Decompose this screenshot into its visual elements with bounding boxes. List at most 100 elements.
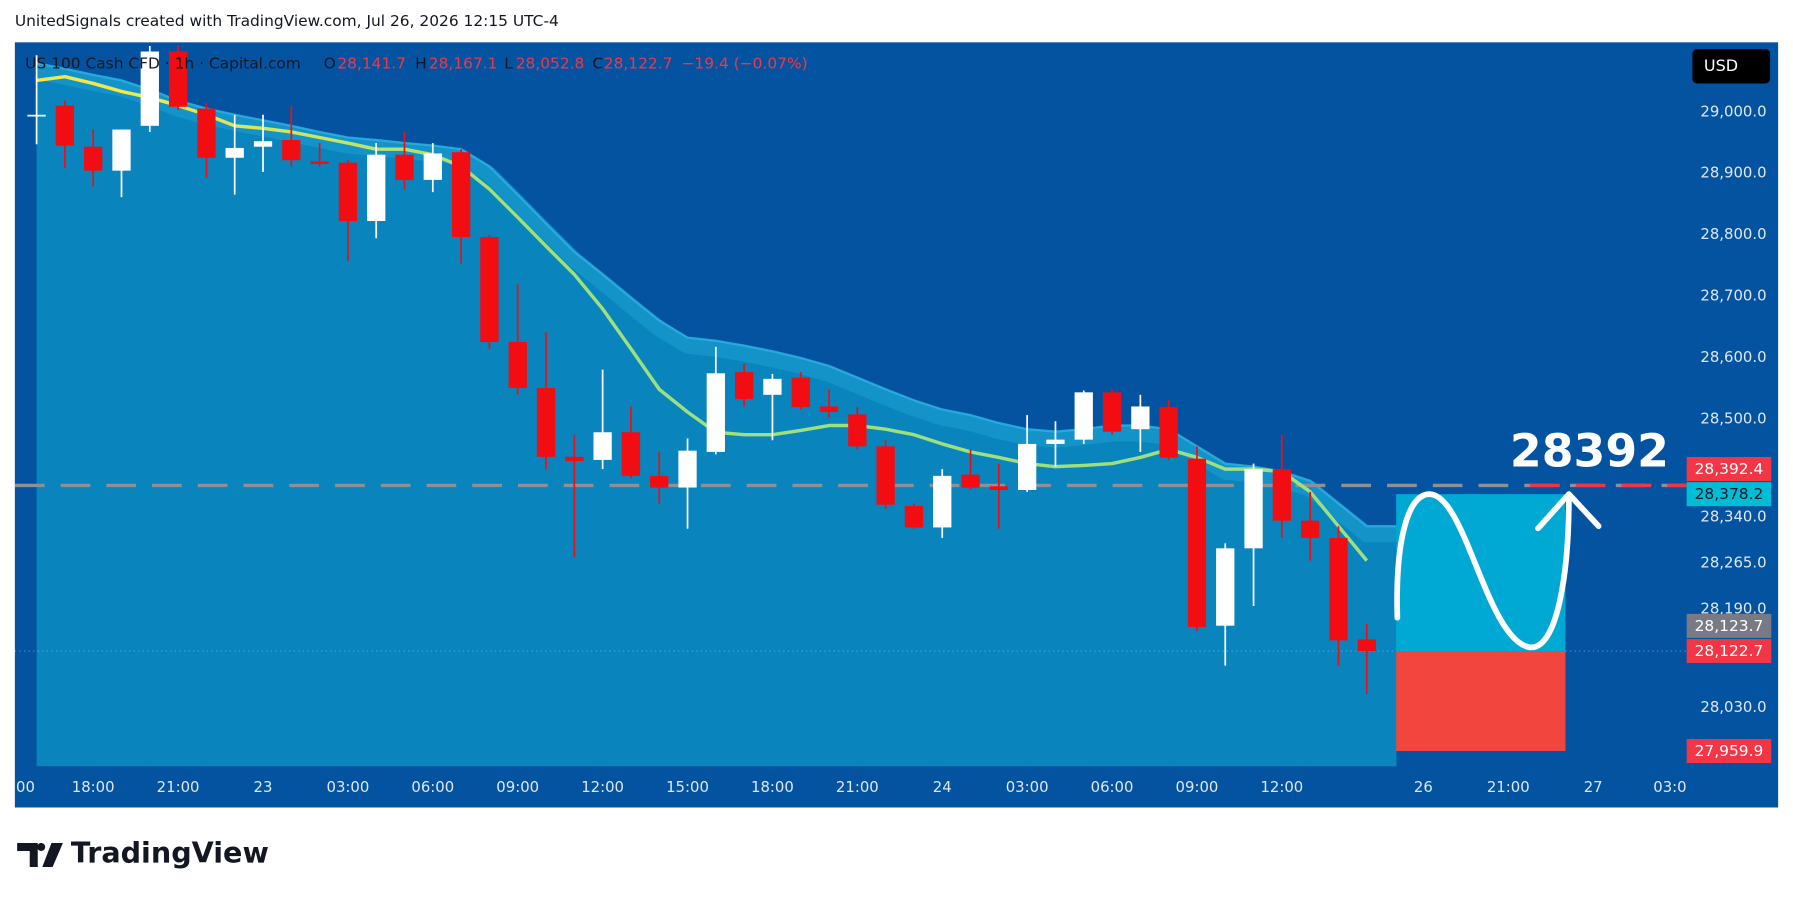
candle-body	[819, 406, 839, 412]
y-tick-label: 28,600.0	[1700, 348, 1766, 366]
candle-body	[1216, 548, 1235, 626]
candle-body	[423, 153, 442, 180]
x-tick-label: 09:00	[1176, 778, 1219, 796]
x-tick-label: 09:00	[496, 778, 539, 796]
logo-text: TradingView	[71, 835, 269, 869]
legend-value: 28,052.8	[516, 55, 585, 73]
legend-key: O	[324, 55, 336, 73]
candle-body	[310, 161, 329, 164]
candle-body	[27, 114, 46, 117]
x-tick-label: 21:00	[157, 778, 200, 796]
candle-body	[1131, 406, 1150, 430]
candle-body	[1102, 392, 1122, 432]
symbol-title: US 100 Cash CFD · 1h · Capital.com	[25, 55, 301, 73]
y-tick-label: 28,900.0	[1700, 164, 1766, 182]
candle-body	[55, 105, 75, 146]
candle-body	[621, 432, 641, 476]
moving-average	[36, 74, 1369, 562]
overlay: 28392	[1394, 425, 1669, 651]
logo-icon	[17, 842, 63, 867]
legend: US 100 Cash CFD · 1h · Capital.com O 28,…	[25, 55, 807, 73]
candle-body	[706, 373, 725, 452]
legend-key: C	[592, 55, 603, 73]
y-tick-label: 28,700.0	[1700, 287, 1766, 305]
legend-change: −19.4 (−0.07%)	[682, 55, 808, 73]
x-tick-label: 06:00	[1091, 778, 1134, 796]
legend-value: 28,167.1	[429, 55, 498, 73]
candle-body	[933, 475, 952, 528]
plot	[14, 46, 1687, 767]
x-tick-label: 18:00	[751, 778, 794, 796]
candle-body	[225, 147, 244, 158]
axes: 29,000.0 28,900.0 28,800.0 28,700.0 28,600.0…	[16, 102, 1772, 796]
y-tick-label: 28,500.0	[1700, 409, 1766, 427]
candle-body	[112, 129, 131, 171]
currency-button[interactable]	[1692, 49, 1771, 84]
candle-body	[1159, 407, 1178, 458]
candle-body	[1074, 392, 1093, 440]
price-tag	[1686, 613, 1772, 638]
price-tag-label: 28,392.4	[1695, 460, 1764, 478]
x-tick-label: 12:00	[1260, 778, 1303, 796]
candle-body	[876, 446, 895, 505]
logo: TradingView	[17, 835, 269, 869]
candle-body	[791, 377, 810, 408]
candle-body	[565, 456, 584, 462]
candle-body	[536, 388, 556, 457]
annotation: 28392	[1510, 425, 1669, 478]
projection-curve	[1394, 491, 1572, 651]
x-tick-label: 23	[254, 778, 273, 796]
legend-key: L	[504, 55, 513, 73]
legend-value: 28,122.7	[604, 55, 673, 73]
candle-body	[1187, 458, 1207, 627]
candle-body	[395, 154, 414, 180]
currency-label[interactable]: USD	[1704, 56, 1738, 75]
candle-body	[84, 146, 103, 171]
candle-body	[1244, 469, 1263, 549]
candle-body	[763, 378, 782, 395]
x-tick-label: 00	[16, 778, 35, 796]
candle-body	[197, 108, 216, 158]
credit: UnitedSignals created with TradingView.c…	[15, 12, 559, 30]
x-tick-label: 24	[933, 778, 952, 796]
x-tick-label: 03:00	[326, 778, 369, 796]
price-tag-label: 28,122.7	[1695, 642, 1764, 660]
price-tag-label: 27,959.9	[1695, 742, 1764, 760]
y-tick-label: 29,000.0	[1700, 102, 1766, 120]
x-tick-label: 21:00	[1487, 778, 1530, 796]
price-tag	[1686, 639, 1772, 664]
x-tick-label: 26	[1414, 778, 1433, 796]
candle-body	[480, 236, 499, 342]
candle-body	[1357, 639, 1376, 652]
x-tick-label: 06:00	[411, 778, 454, 796]
price-tag-label: 28,123.7	[1695, 617, 1764, 635]
x-tick-label: 03:00	[1006, 778, 1049, 796]
candle-body	[961, 474, 980, 488]
y-tick-label: 28,800.0	[1700, 225, 1766, 243]
legend-key: H	[415, 55, 427, 73]
candle-body	[650, 475, 669, 488]
price-tag-label: 28,378.2	[1695, 485, 1764, 503]
price-tag	[1686, 739, 1772, 764]
candle-body	[338, 162, 358, 222]
y-tick-label: 28,190.0	[1700, 600, 1766, 618]
candle-body	[451, 152, 471, 237]
x-tick-label: 18:00	[72, 778, 115, 796]
y-tick-label: 28,340.0	[1700, 508, 1766, 526]
candle-body	[1017, 443, 1037, 490]
candle-body	[168, 51, 188, 107]
projection-arrowhead	[1535, 491, 1602, 532]
candle-body	[989, 486, 1008, 490]
y-tick-label: 28,265.0	[1700, 554, 1766, 572]
candle-body	[848, 414, 867, 447]
price-tag	[1686, 456, 1772, 482]
candle-body	[1329, 537, 1348, 641]
candle-body	[367, 154, 386, 222]
x-tick-label: 15:00	[666, 778, 709, 796]
candle-body	[282, 139, 301, 161]
x-tick-label: 12:00	[581, 778, 624, 796]
candle-body	[140, 51, 159, 126]
x-tick-label: 21:00	[836, 778, 879, 796]
